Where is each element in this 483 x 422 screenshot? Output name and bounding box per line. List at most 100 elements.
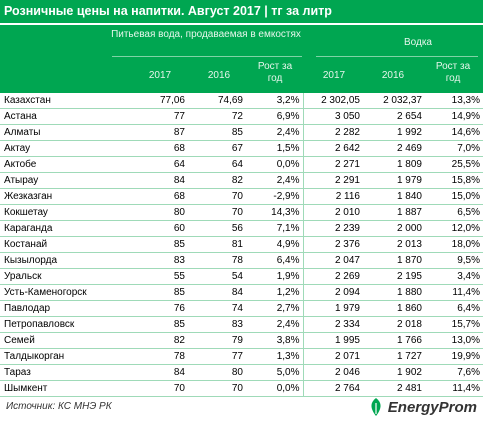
table-row: Казахстан 77,06 74,69 3,2% 2 302,05 2 032,37 1… xyxy=(0,93,483,109)
cell-vodka-growth: 7,6% xyxy=(425,364,483,381)
cell-water-2016: 70 xyxy=(188,204,246,221)
cell-vodka-2016: 1 727 xyxy=(363,348,425,365)
cell-vodka-2017: 2 116 xyxy=(302,188,363,205)
table-row: Кызылорда 83 78 6,4% 2 047 1 870 9,5% xyxy=(0,252,483,269)
cell-city: Семей xyxy=(0,332,130,349)
cell-water-2017: 84 xyxy=(130,364,188,381)
cell-water-2016: 54 xyxy=(188,268,246,285)
cell-city: Петропавловск xyxy=(0,316,130,333)
table-row: Талдыкорган 78 77 1,3% 2 071 1 727 19,9% xyxy=(0,348,483,365)
cell-vodka-2016: 1 979 xyxy=(363,172,425,189)
cell-vodka-2017: 2 047 xyxy=(302,252,363,269)
cell-water-2017: 87 xyxy=(130,124,188,141)
cell-water-growth: 2,4% xyxy=(246,316,303,333)
cell-water-2017: 78 xyxy=(130,348,188,365)
cell-vodka-2016: 1 870 xyxy=(363,252,425,269)
cell-water-growth: 3,8% xyxy=(246,332,303,349)
table-row: Костанай 85 81 4,9% 2 376 2 013 18,0% xyxy=(0,236,483,253)
cell-vodka-2016: 2 481 xyxy=(363,380,425,397)
cell-water-2016: 74,69 xyxy=(188,93,246,109)
cell-vodka-growth: 3,4% xyxy=(425,268,483,285)
cell-vodka-2016: 2 000 xyxy=(363,220,425,237)
cell-water-2016: 72 xyxy=(188,108,246,125)
table-row: Петропавловск 85 83 2,4% 2 334 2 018 15,7% xyxy=(0,316,483,333)
cell-water-2016: 84 xyxy=(188,284,246,301)
cell-vodka-2016: 2 013 xyxy=(363,236,425,253)
bottom-divider xyxy=(0,396,483,397)
cell-city: Костанай xyxy=(0,236,130,253)
cell-vodka-2017: 2 269 xyxy=(302,268,363,285)
cell-vodka-growth: 13,0% xyxy=(425,332,483,349)
cell-water-2017: 68 xyxy=(130,140,188,157)
cell-vodka-2017: 2 010 xyxy=(302,204,363,221)
cell-water-2016: 80 xyxy=(188,364,246,381)
cell-city: Астана xyxy=(0,108,130,125)
cell-vodka-2017: 2 282 xyxy=(302,124,363,141)
cell-water-2017: 84 xyxy=(130,172,188,189)
cell-vodka-2017: 2 271 xyxy=(302,156,363,173)
table-row: Павлодар 76 74 2,7% 1 979 1 860 6,4% xyxy=(0,300,483,317)
table-row: Атырау 84 82 2,4% 2 291 1 979 15,8% xyxy=(0,172,483,189)
cell-vodka-2017: 2 642 xyxy=(302,140,363,157)
cell-vodka-2017: 3 050 xyxy=(302,108,363,125)
cell-water-2017: 80 xyxy=(130,204,188,221)
cell-city: Уральск xyxy=(0,268,130,285)
cell-vodka-2016: 2 032,37 xyxy=(363,93,425,109)
cell-city: Актобе xyxy=(0,156,130,173)
cell-water-growth: 4,9% xyxy=(246,236,303,253)
cell-water-2017: 77,06 xyxy=(130,93,188,109)
col-header-water-growth: Рост за год xyxy=(257,61,293,84)
cell-vodka-2017: 2 291 xyxy=(302,172,363,189)
cell-water-2017: 85 xyxy=(130,284,188,301)
cell-city: Тараз xyxy=(0,364,130,381)
cell-city: Атырау xyxy=(0,172,130,189)
cell-water-growth: 14,3% xyxy=(246,204,303,221)
table-row: Усть-Каменогорск 85 84 1,2% 2 094 1 880 11,4% xyxy=(0,284,483,301)
cell-vodka-2017: 2 046 xyxy=(302,364,363,381)
cell-water-2017: 76 xyxy=(130,300,188,317)
cell-city: Алматы xyxy=(0,124,130,141)
cell-city: Караганда xyxy=(0,220,130,237)
cell-vodka-2017: 2 334 xyxy=(302,316,363,333)
table-header: Питьевая вода, продаваемая в емкостях Во… xyxy=(0,25,483,93)
cell-vodka-2016: 1 766 xyxy=(363,332,425,349)
col-header-vodka-growth: Рост за год xyxy=(435,61,471,84)
cell-vodka-growth: 14,9% xyxy=(425,108,483,125)
cell-city: Талдыкорган xyxy=(0,348,130,365)
table-body: Казахстан 77,06 74,69 3,2% 2 302,05 2 032,37 1… xyxy=(0,93,483,397)
table-row: Актау 68 67 1,5% 2 642 2 469 7,0% xyxy=(0,140,483,157)
cell-vodka-growth: 12,0% xyxy=(425,220,483,237)
cell-water-2016: 85 xyxy=(188,124,246,141)
cell-water-2016: 83 xyxy=(188,316,246,333)
cell-vodka-2017: 2 764 xyxy=(302,380,363,397)
col-header-water-2017: 2017 xyxy=(148,70,172,81)
cell-vodka-growth: 11,4% xyxy=(425,284,483,301)
cell-city: Актау xyxy=(0,140,130,157)
cell-water-2017: 83 xyxy=(130,252,188,269)
cell-vodka-2016: 2 195 xyxy=(363,268,425,285)
cell-city: Кызылорда xyxy=(0,252,130,269)
table-title: Розничные цены на напитки. Август 2017 |… xyxy=(0,0,483,23)
cell-vodka-growth: 19,9% xyxy=(425,348,483,365)
table-row: Семей 82 79 3,8% 1 995 1 766 13,0% xyxy=(0,332,483,349)
cell-vodka-growth: 15,0% xyxy=(425,188,483,205)
cell-water-2016: 70 xyxy=(188,188,246,205)
cell-water-growth: 0,0% xyxy=(246,380,303,397)
cell-vodka-2016: 1 902 xyxy=(363,364,425,381)
table-row: Астана 77 72 6,9% 3 050 2 654 14,9% xyxy=(0,108,483,125)
cell-vodka-2016: 1 860 xyxy=(363,300,425,317)
cell-water-growth: 1,5% xyxy=(246,140,303,157)
cell-vodka-2017: 2 239 xyxy=(302,220,363,237)
cell-water-2017: 77 xyxy=(130,108,188,125)
cell-water-2016: 77 xyxy=(188,348,246,365)
col-header-water-2016: 2016 xyxy=(207,70,231,81)
group-header-water: Питьевая вода, продаваемая в емкостях xyxy=(111,29,301,40)
cell-city: Усть-Каменогорск xyxy=(0,284,130,301)
cell-vodka-2016: 1 840 xyxy=(363,188,425,205)
cell-vodka-growth: 25,5% xyxy=(425,156,483,173)
cell-vodka-2017: 2 302,05 xyxy=(302,93,363,109)
cell-vodka-growth: 15,8% xyxy=(425,172,483,189)
cell-water-growth: 6,4% xyxy=(246,252,303,269)
cell-vodka-2016: 2 018 xyxy=(363,316,425,333)
cell-vodka-growth: 13,3% xyxy=(425,93,483,109)
